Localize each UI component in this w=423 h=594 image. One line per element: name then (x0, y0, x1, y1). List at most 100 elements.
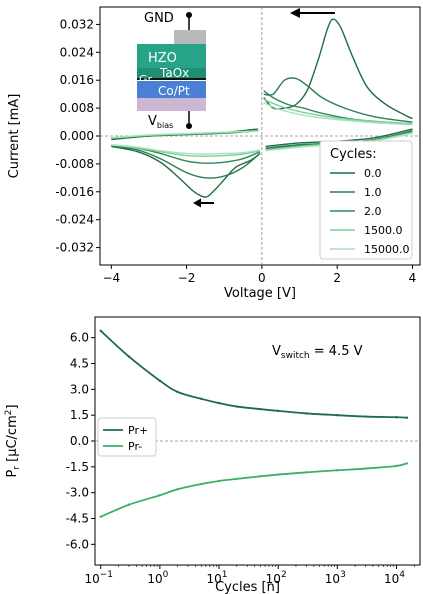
vswitch-annotation: Vswitch = 4.5 V (272, 344, 363, 361)
pr-x-tick-label: 10−1 (84, 570, 113, 586)
pr-point-Pr+ (235, 405, 239, 408)
pr-series-Pr+ (99, 329, 409, 419)
iv-y-axis-label: Current [mA] (7, 94, 22, 179)
inset-copt-label: Co/Pt (158, 84, 190, 98)
iv-x-ticks: −4 −2 0 2 4 (102, 265, 416, 285)
pr-point-Pr- (276, 473, 280, 476)
pr-point-Pr+ (259, 407, 262, 411)
iv-x-tick-label: −4 (102, 271, 120, 285)
pr-point-Pr+ (99, 329, 102, 332)
iv-y-tick-label: 0.016 (60, 73, 94, 87)
inset-vbias-label: Vbias (148, 114, 173, 130)
pr-x-tick-label: 101 (207, 570, 228, 586)
pr-point-Pr- (336, 469, 339, 472)
iv-zero-lines (100, 7, 420, 265)
pr-point-Pr- (395, 464, 398, 468)
pr-y-tick-label: 4.5 (70, 357, 89, 371)
pr-legend-label: Pr- (128, 440, 142, 453)
inset-copt-layer (137, 81, 206, 98)
pr-y-tick-label: 0.0 (70, 434, 89, 448)
iv-y-tick-label: -0.008 (55, 157, 94, 171)
pr-x-tick-label: 104 (384, 570, 405, 586)
inset-substrate (137, 98, 206, 111)
pr-point-Pr+ (395, 416, 398, 419)
iv-y-tick-label: 0.024 (60, 45, 94, 59)
iv-y-tick-label: 0.000 (60, 129, 94, 143)
inset-taox-layer (137, 68, 206, 79)
iv-x-tick-label: −2 (178, 271, 196, 285)
pr-point-Pr+ (276, 409, 280, 413)
pr-legend: Pr+ Pr- (97, 417, 157, 457)
pr-y-tick-label: -3.0 (66, 486, 89, 500)
iv-series-group (111, 18, 413, 198)
pr-point-Pr- (364, 467, 367, 470)
pr-line-Pr- (100, 462, 408, 518)
pr-x-tick-label: 102 (266, 570, 287, 586)
pr-point-Pr+ (305, 412, 308, 415)
iv-legend-label: 2.0 (364, 205, 382, 218)
pr-point-Pr+ (217, 401, 221, 405)
pr-point-Pr+ (364, 415, 367, 418)
pr-point-Pr- (127, 503, 131, 506)
inset-gnd-label: GND (144, 11, 174, 26)
iv-curve-1500.0-forward (263, 98, 413, 125)
pr-x-tick-label: 100 (147, 570, 168, 586)
pr-point-Pr- (99, 515, 102, 518)
iv-x-tick-label: 2 (333, 271, 341, 285)
iv-legend-label: 15000.0 (364, 243, 410, 256)
pr-legend-label: Pr+ (128, 424, 148, 437)
pr-y-tick-label: -1.5 (66, 460, 89, 474)
iv-y-ticks: 0.032 0.024 0.016 0.008 0.000 -0.008 -0.016 -0.… (55, 17, 100, 255)
pr-point-Pr+ (200, 397, 203, 401)
iv-x-tick-label: 0 (258, 271, 266, 285)
iv-legend-label: 1500.0 (364, 224, 403, 237)
inset-top-electrode (174, 30, 206, 44)
iv-curve-15000.0-forward (263, 102, 413, 126)
pr-point-Pr+ (336, 413, 339, 417)
inset-hzo-label: HZO (148, 51, 177, 66)
iv-x-axis-label: Voltage [V] (224, 286, 296, 301)
pr-y-tick-label: 3.0 (70, 382, 89, 396)
pr-point-Pr+ (176, 390, 179, 394)
iv-curve-15000.0-neg_back (111, 144, 261, 155)
iv-legend-items: 0.0 1.0 2.0 1500.0 15000.0 (330, 167, 410, 256)
pr-y-tick-label: -6.0 (66, 537, 89, 551)
iv-legend-label: 1.0 (364, 186, 382, 199)
pr-chart: 10−1 100 101 102 103 104 6.0 4.5 3.0 1.5 0.0 -1.5 -… (4, 316, 421, 594)
sweep-arrow-bottom (193, 198, 214, 208)
pr-line-Pr+ (100, 330, 407, 419)
iv-y-tick-label: -0.032 (55, 241, 94, 255)
iv-curve-1.0-forward (263, 77, 413, 123)
inset-bottom-terminal (186, 123, 192, 129)
iv-curve-1500.0-neg_back (111, 144, 261, 157)
iv-x-tick-label: 4 (409, 271, 417, 285)
pr-x-ticks: 10−1 100 101 102 103 104 (84, 565, 415, 586)
pr-point-Pr+ (127, 355, 131, 358)
pr-y-tick-label: 6.0 (70, 331, 89, 345)
pr-y-axis-label: Pr [μC/cm2] (4, 404, 22, 477)
pr-point-Pr- (305, 471, 308, 474)
device-stack-inset: GND HZO TaOx Gr Co/Pt Vbias (137, 11, 206, 130)
pr-y-ticks: 6.0 4.5 3.0 1.5 0.0 -1.5 -3.0 -4.5 -6.0 (66, 331, 95, 551)
pr-point-Pr- (259, 475, 262, 478)
pr-point-Pr- (235, 477, 239, 481)
iv-y-tick-label: 0.008 (60, 101, 94, 115)
pr-point-Pr- (200, 482, 203, 486)
pr-point-Pr- (217, 479, 221, 483)
pr-series-group (99, 329, 409, 518)
inset-top-terminal (186, 12, 192, 18)
iv-curve-1.0-neg_back (111, 145, 261, 179)
inset-hzo-layer (137, 44, 206, 68)
pr-point-Pr+ (405, 416, 409, 419)
iv-curve-15000.0-neg_fwd (111, 130, 259, 139)
iv-y-tick-label: 0.032 (60, 17, 94, 31)
pr-x-axis-label: Cycles [n] (215, 580, 280, 594)
iv-legend: Cycles: 0.0 1.0 2.0 1500.0 15000.0 (319, 140, 413, 260)
pr-point-Pr- (405, 462, 409, 465)
iv-y-tick-label: -0.016 (55, 185, 94, 199)
pr-series-Pr- (99, 462, 409, 518)
iv-y-tick-label: -0.024 (55, 213, 94, 227)
iv-curve-0.0-neg_back (111, 145, 261, 198)
iv-legend-label: 0.0 (364, 167, 382, 180)
